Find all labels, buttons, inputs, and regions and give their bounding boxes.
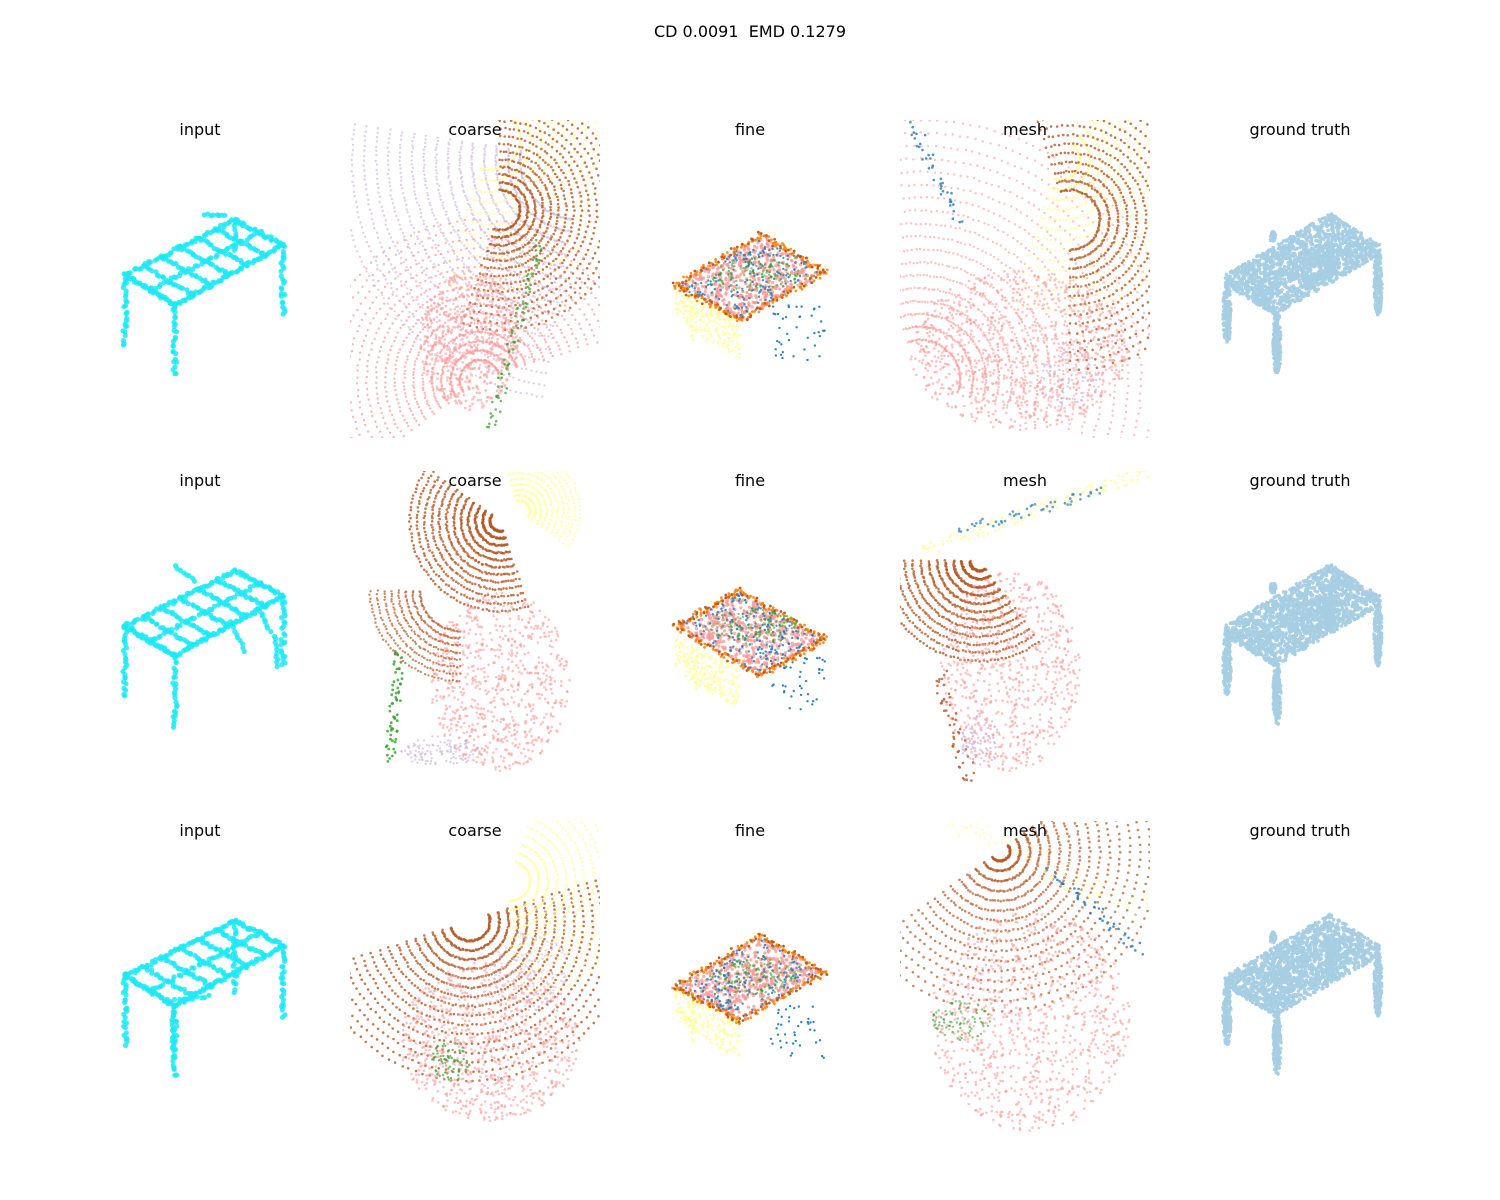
coarse-point-cloud bbox=[350, 120, 600, 438]
ground-truth-panel: ground truth bbox=[1175, 821, 1425, 1139]
mesh-point-cloud bbox=[900, 120, 1150, 438]
ground-truth-panel: ground truth bbox=[1175, 471, 1425, 789]
coarse-panel: coarse bbox=[350, 471, 600, 789]
input-panel: input bbox=[75, 821, 325, 1139]
input-panel: input bbox=[75, 471, 325, 789]
fine-point-cloud bbox=[671, 932, 829, 1059]
fine-panel: fine bbox=[625, 120, 875, 438]
coarse-panel: coarse bbox=[350, 120, 600, 438]
input-panel: input bbox=[75, 120, 325, 438]
ground-truth-point-cloud bbox=[1221, 212, 1384, 375]
mesh-panel: mesh bbox=[900, 821, 1150, 1139]
fine-point-cloud bbox=[671, 230, 829, 362]
mesh-point-cloud bbox=[900, 821, 1150, 1132]
ground-truth-panel: ground truth bbox=[1175, 120, 1425, 438]
input-point-cloud bbox=[120, 917, 288, 1078]
mesh-panel: mesh bbox=[900, 471, 1150, 789]
coarse-point-cloud bbox=[368, 471, 582, 772]
input-point-cloud bbox=[120, 211, 288, 377]
input-point-cloud bbox=[120, 563, 288, 730]
mesh-point-cloud bbox=[900, 471, 1150, 782]
figure-title: CD 0.0091 EMD 0.1279 bbox=[0, 22, 1500, 41]
fine-panel: fine bbox=[625, 471, 875, 789]
coarse-panel: coarse bbox=[350, 821, 600, 1139]
coarse-point-cloud bbox=[350, 821, 600, 1123]
ground-truth-point-cloud bbox=[1221, 912, 1384, 1076]
fine-panel: fine bbox=[625, 821, 875, 1139]
mesh-panel: mesh bbox=[900, 120, 1150, 438]
fine-point-cloud bbox=[671, 586, 828, 711]
ground-truth-point-cloud bbox=[1221, 563, 1384, 726]
